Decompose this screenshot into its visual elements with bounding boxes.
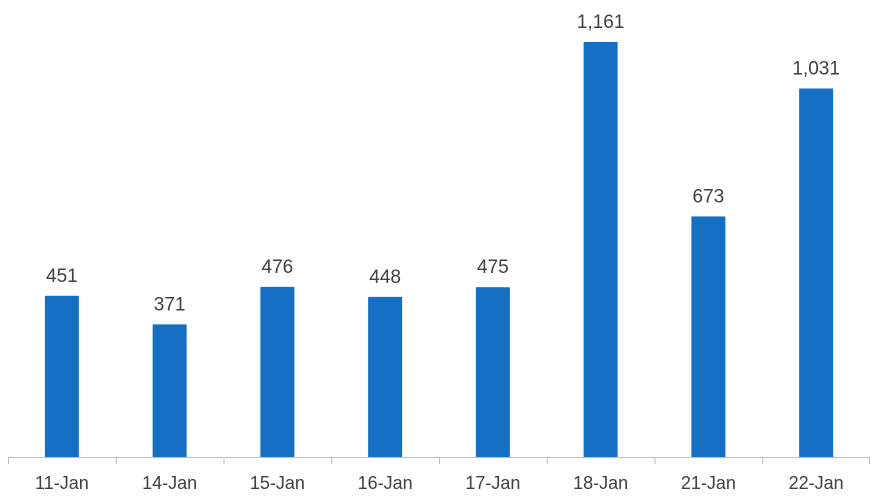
bar-16-Jan (368, 296, 403, 457)
bar-11-Jan (44, 295, 79, 457)
bar-17-Jan (475, 287, 510, 457)
bars-group (44, 42, 834, 457)
bar-21-Jan (691, 216, 726, 457)
bar-22-Jan (799, 88, 834, 457)
x-tick-labels-group: 11-Jan 14-Jan 15-Jan 16-Jan 17-Jan 18-Jan 21-J… (35, 473, 844, 493)
data-label-16-Jan: 448 (369, 267, 401, 288)
x-tick-label-21-Jan: 21-Jan (681, 473, 736, 493)
bar-15-Jan (260, 286, 295, 457)
data-label-11-Jan: 451 (46, 266, 78, 287)
data-label-18-Jan: 1,161 (577, 12, 625, 33)
x-tick-label-17-Jan: 17-Jan (465, 473, 520, 493)
x-axis (8, 457, 870, 464)
data-label-17-Jan: 475 (477, 257, 509, 278)
data-label-21-Jan: 673 (693, 186, 725, 207)
x-tick-label-18-Jan: 18-Jan (573, 473, 628, 493)
x-tick-label-22-Jan: 22-Jan (789, 473, 844, 493)
bar-14-Jan (152, 324, 187, 457)
data-label-15-Jan: 476 (262, 257, 294, 278)
data-label-22-Jan: 1,031 (792, 58, 840, 79)
bar-18-Jan (583, 42, 618, 457)
x-tick-label-15-Jan: 15-Jan (250, 473, 305, 493)
data-label-14-Jan: 371 (154, 294, 186, 315)
x-tick-label-11-Jan: 11-Jan (35, 473, 89, 493)
data-labels-group: 451 371 476 448 475 1,161 673 1,031 (46, 12, 840, 315)
x-tick-label-14-Jan: 14-Jan (142, 473, 197, 493)
x-tick-label-16-Jan: 16-Jan (358, 473, 413, 493)
